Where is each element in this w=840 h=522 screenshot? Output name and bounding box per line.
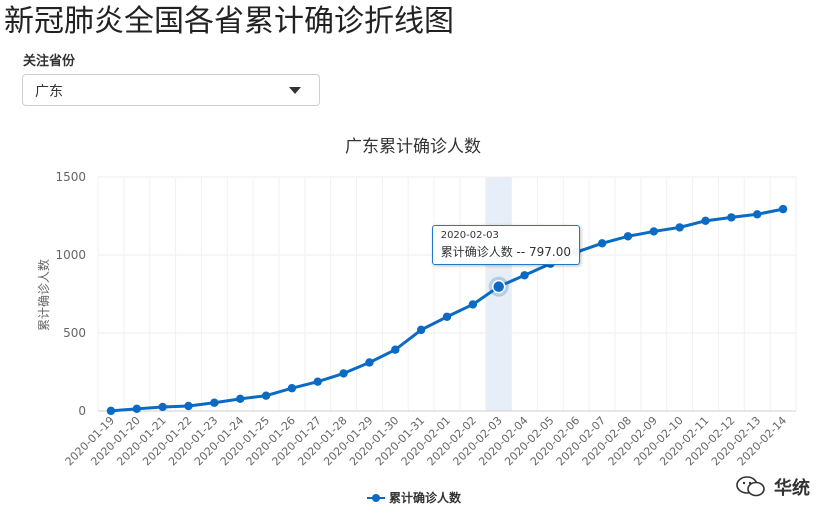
data-point[interactable] [778,204,788,214]
x-axis-ticks: 2020-01-192020-01-202020-01-212020-01-22… [63,414,790,468]
data-point[interactable] [442,312,452,321]
data-point[interactable] [753,210,762,219]
province-select-value: 广东 [35,84,63,100]
chart-grid [97,176,797,412]
y-tick-label: 1000 [55,248,86,262]
data-point[interactable] [106,406,116,416]
province-select[interactable]: 广东 [22,74,320,106]
tooltip-value: 累计确诊人数 -- 797.00 [440,244,571,259]
y-tick-label: 1500 [55,170,86,184]
wechat-icon [736,476,765,497]
legend-label: 累计确诊人数 [389,490,462,505]
data-point[interactable] [365,358,374,367]
data-point[interactable] [132,404,141,414]
tooltip-date: 2020-02-03 [440,229,499,241]
data-point[interactable] [391,345,400,354]
data-point[interactable] [701,216,710,226]
watermark-text: 华统 [774,478,810,499]
data-point[interactable] [416,325,426,335]
data-point[interactable] [520,271,529,280]
data-point[interactable] [339,369,348,378]
data-point[interactable] [597,239,607,248]
data-point[interactable] [210,398,219,407]
data-point[interactable] [623,232,633,241]
chevron-down-icon[interactable] [289,87,301,94]
watermark: 华统 [736,474,810,500]
y-axis-label: 累计确诊人数 [36,259,51,331]
series-layer [106,204,788,416]
y-tick-label: 500 [63,326,86,340]
chart-title: 广东累计确诊人数 [345,137,481,157]
data-tooltip: 2020-02-03 累计确诊人数 -- 797.00 [431,224,580,265]
data-point[interactable] [468,300,478,309]
y-tick-label: 0 [78,404,86,418]
data-point[interactable] [158,402,167,412]
data-point[interactable] [727,213,736,222]
data-point[interactable] [649,227,659,236]
legend[interactable]: 累计确诊人数 [367,490,462,505]
data-point[interactable] [184,401,193,411]
legend-marker [372,494,380,502]
page-title: 新冠肺炎全国各省累计确诊折线图 [4,4,454,39]
data-point[interactable] [261,391,271,400]
data-point-active[interactable] [491,279,506,294]
y-axis-ticks: 0 500 1000 1500 [55,170,86,418]
data-point[interactable] [313,377,322,386]
province-select-label: 关注省份 [23,54,76,69]
data-point[interactable] [287,384,297,393]
data-point[interactable] [235,394,245,404]
data-point[interactable] [675,223,684,232]
line-chart: 广东累计确诊人数 累计确诊人数 0 500 1000 1500 2020-01-192… [36,137,797,505]
